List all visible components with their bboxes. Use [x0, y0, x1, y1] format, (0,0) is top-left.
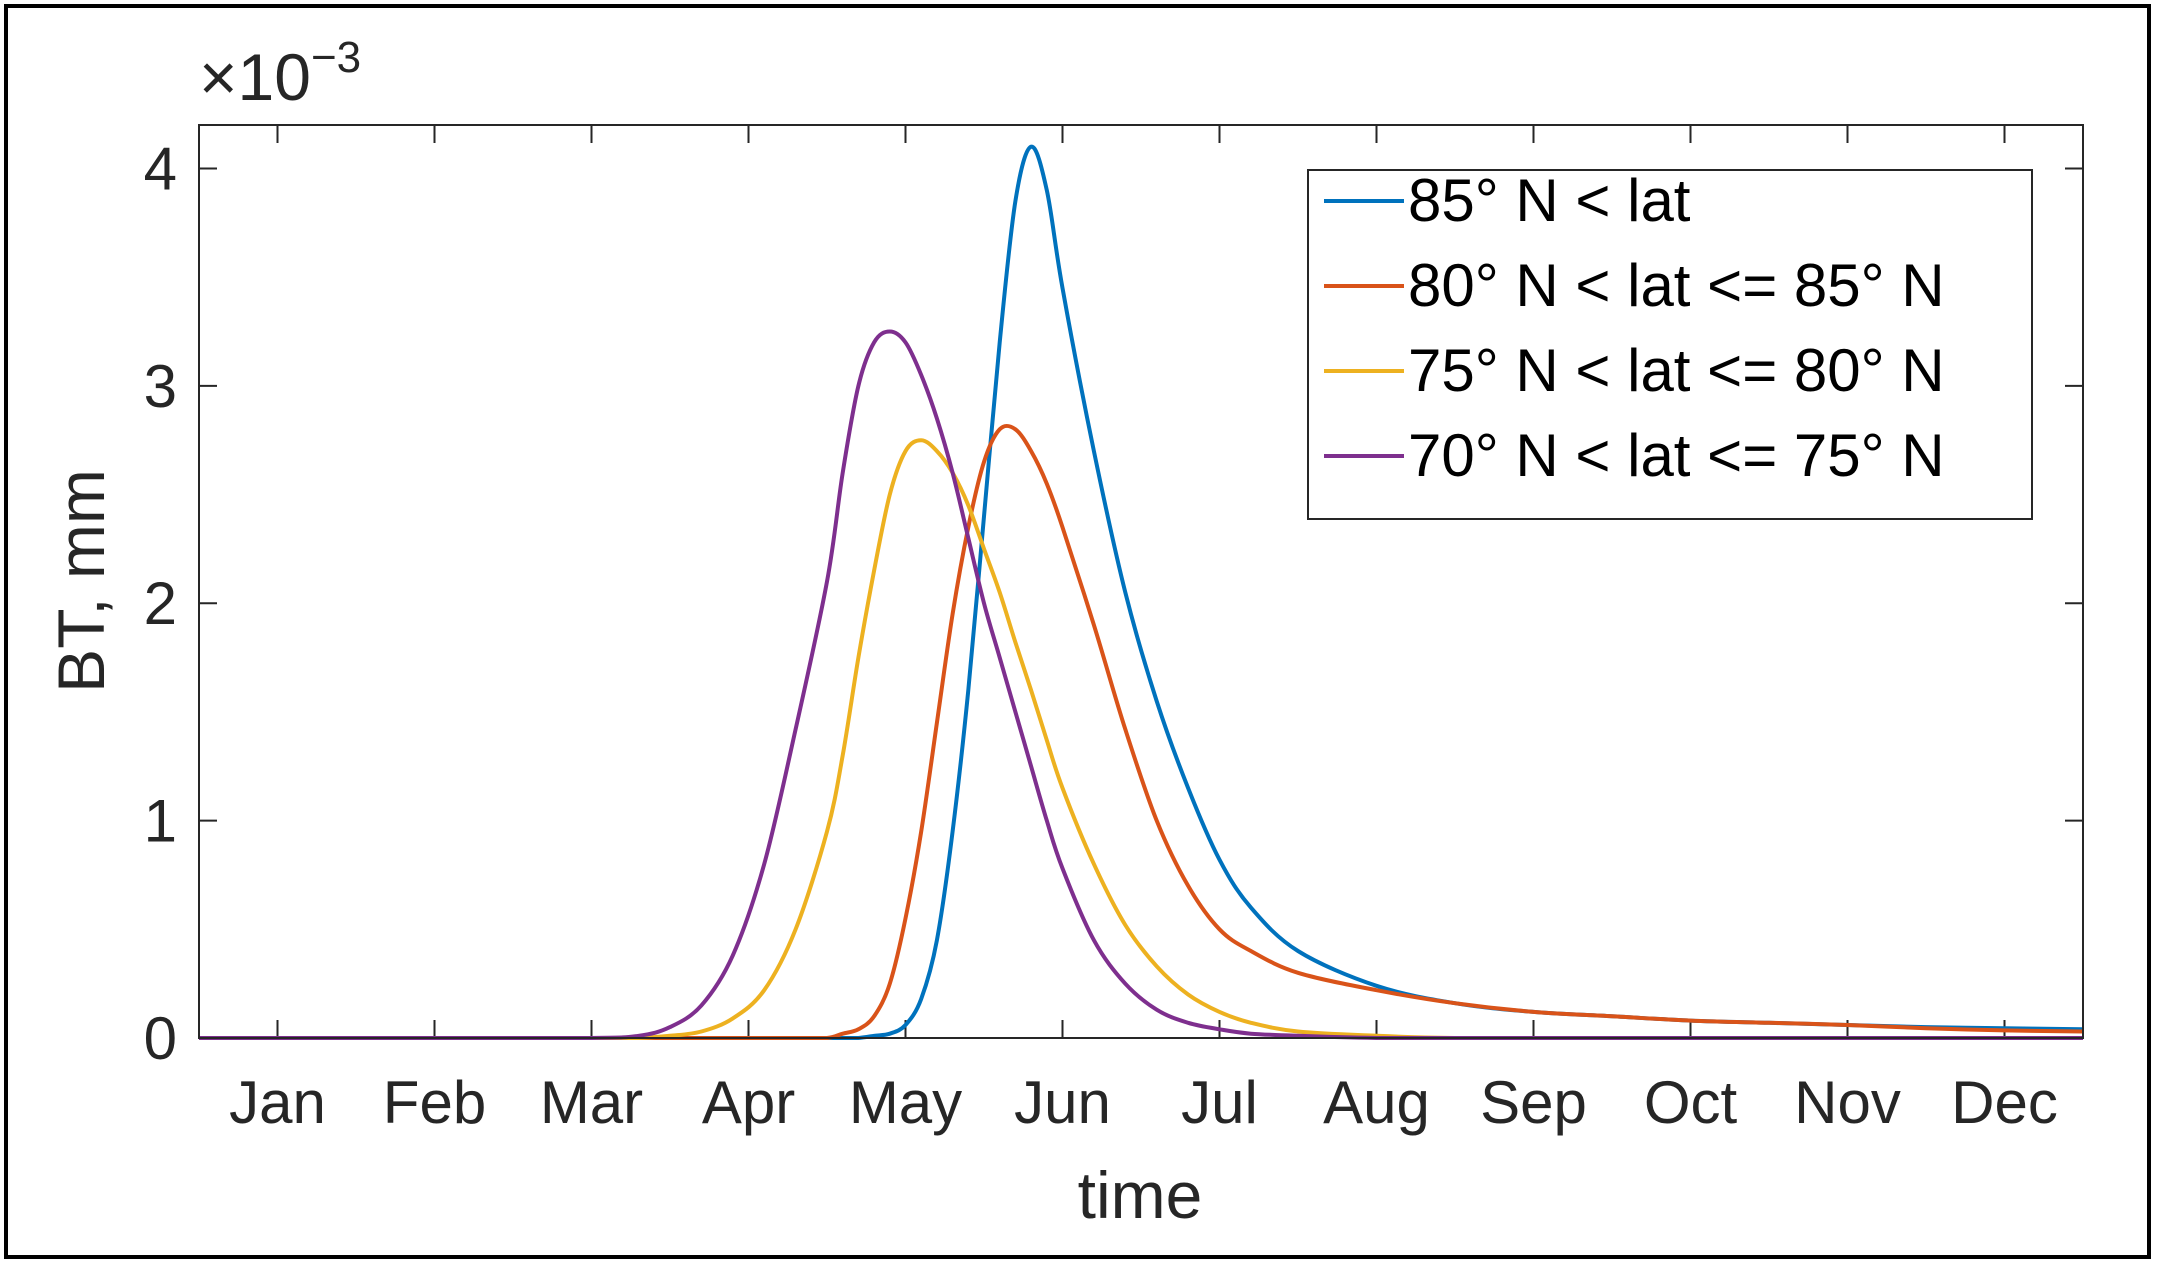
legend-box [1307, 169, 2033, 520]
legend-label-4: 70° N < lat <= 75° N [1408, 422, 1945, 489]
figure-frame [4, 4, 2151, 1259]
x-tick-labels: Jan Feb Mar Apr May Jun Jul Aug Sep Oct Nov Dec [229, 1069, 2058, 1136]
legend: 85° N < lat 80° N < lat <= 85° N 75° N < l… [1307, 167, 2033, 520]
y-tick-label: 4 [144, 135, 177, 202]
y-exponent-label: ×10−3 [199, 33, 361, 114]
y-tick-label: 2 [144, 570, 177, 637]
x-tick-label: Nov [1794, 1069, 1901, 1136]
legend-label-1: 85° N < lat [1408, 167, 1691, 234]
x-tick-label: Feb [383, 1069, 486, 1136]
x-tick-label: Jun [1014, 1069, 1111, 1136]
x-tick-label: Jan [229, 1069, 326, 1136]
plot-area-border [198, 124, 2084, 1039]
series-line-3 [199, 438, 2083, 1041]
x-tick-label: Oct [1644, 1069, 1738, 1136]
y-tick-label: 3 [144, 353, 177, 420]
x-tick-label: Jul [1181, 1069, 1258, 1136]
x-tick-label: Apr [702, 1069, 795, 1136]
y-tick-label: 1 [144, 788, 177, 855]
x-tick-label: Mar [540, 1069, 643, 1136]
legend-label-2: 80° N < lat <= 85° N [1408, 252, 1945, 319]
x-tick-label: May [849, 1069, 962, 1136]
y-tick-labels: 0 1 2 3 4 [144, 135, 177, 1072]
legend-label-3: 75° N < lat <= 80° N [1408, 337, 1945, 404]
x-tick-label: Dec [1951, 1069, 2058, 1136]
x-axis-title: time [1078, 1158, 1203, 1232]
x-tick-label: Sep [1480, 1069, 1587, 1136]
y-tick-label: 0 [144, 1005, 177, 1072]
x-tick-label: Aug [1323, 1069, 1430, 1136]
y-axis-title: BT, mm [44, 469, 118, 693]
tick-marks [199, 125, 2083, 1039]
